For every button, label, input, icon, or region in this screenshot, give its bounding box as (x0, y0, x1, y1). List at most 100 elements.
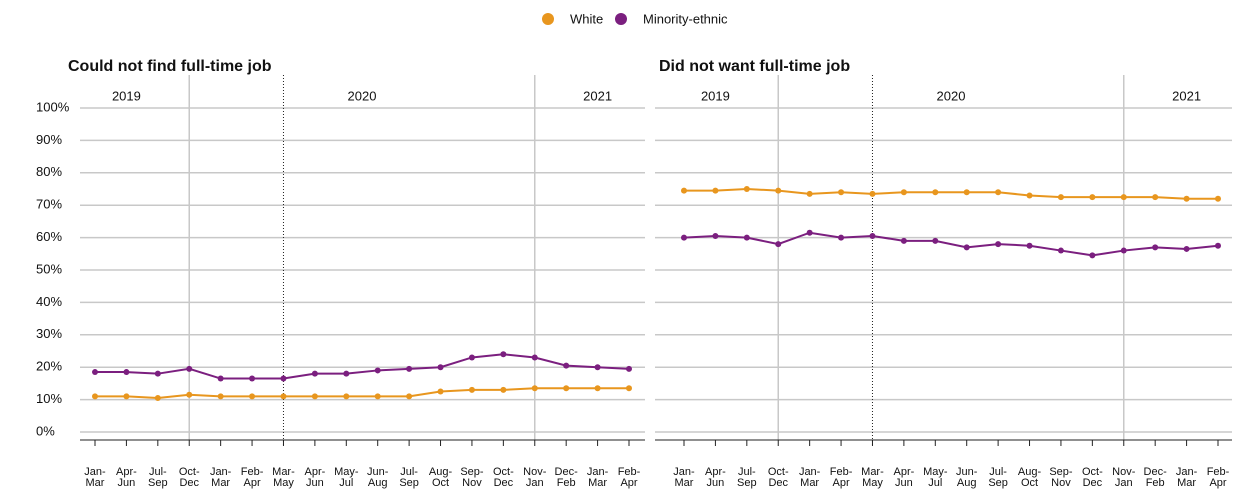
y-tick-label: 30% (36, 326, 62, 341)
data-point (531, 354, 538, 361)
x-tick-label: Nov (462, 477, 482, 489)
data-point (1183, 245, 1190, 252)
x-tick-label: Mar (86, 477, 105, 489)
x-tick-label: Sep- (460, 466, 484, 478)
x-tick-label: Mar (800, 477, 819, 489)
data-point (594, 385, 601, 392)
x-tick-label: Aug (957, 477, 977, 489)
x-tick-label: Dec (494, 477, 514, 489)
year-label: 2021 (583, 88, 612, 103)
data-point (1120, 247, 1127, 254)
x-tick-label: Jul (928, 477, 942, 489)
x-tick-label: May (273, 477, 294, 489)
x-tick-label: Dec (1083, 477, 1103, 489)
x-tick-label: Nov- (1112, 466, 1136, 478)
x-tick-label: Jul- (400, 466, 418, 478)
data-point (437, 364, 444, 371)
x-tick-label: Jan (1115, 477, 1133, 489)
data-point (775, 187, 782, 194)
data-point (1057, 194, 1064, 201)
data-point (154, 394, 161, 401)
y-tick-label: 40% (36, 294, 62, 309)
data-point (626, 385, 632, 392)
x-tick-label: Dec- (555, 466, 579, 478)
data-point (406, 365, 413, 372)
x-tick-label: Sep (148, 477, 168, 489)
legend-label: White (570, 11, 603, 26)
x-tick-label: Jun (707, 477, 725, 489)
x-tick-label: Sep (988, 477, 1008, 489)
x-tick-label: Jun (118, 477, 136, 489)
year-label: 2020 (348, 88, 377, 103)
data-point (1152, 194, 1159, 201)
data-point (311, 393, 318, 400)
x-tick-label: Jul- (989, 466, 1007, 478)
data-point (869, 232, 876, 239)
x-tick-label: Aug (368, 477, 388, 489)
year-label: 2020 (937, 88, 966, 103)
x-tick-label: Feb- (830, 466, 853, 478)
y-tick-label: 80% (36, 164, 62, 179)
data-point (374, 367, 381, 374)
x-tick-label: Nov (1051, 477, 1071, 489)
panel-title: Did not want full-time job (659, 58, 850, 75)
data-point (343, 393, 350, 400)
data-point (1026, 192, 1033, 199)
x-tick-label: Apr (620, 477, 637, 489)
x-tick-label: Aug- (1018, 466, 1042, 478)
y-tick-label: 90% (36, 132, 62, 147)
x-tick-label: Oct- (768, 466, 789, 478)
x-tick-label: Mar (211, 477, 230, 489)
data-point (995, 241, 1002, 248)
data-point (806, 190, 813, 197)
year-label: 2021 (1172, 88, 1201, 103)
x-tick-label: May- (923, 466, 948, 478)
data-point (1215, 195, 1221, 202)
data-point (280, 393, 287, 400)
x-tick-label: Mar- (861, 466, 884, 478)
x-tick-label: Dec (768, 477, 788, 489)
x-tick-label: Oct (1021, 477, 1038, 489)
x-tick-label: Jul- (738, 466, 756, 478)
data-point (563, 362, 570, 369)
x-tick-label: Jul (339, 477, 353, 489)
data-point (217, 375, 224, 382)
x-tick-label: Sep (399, 477, 419, 489)
x-tick-label: Dec (179, 477, 199, 489)
x-tick-label: Jul- (149, 466, 167, 478)
y-tick-label: 10% (36, 391, 62, 406)
data-point (743, 234, 750, 241)
x-tick-label: Jun (895, 477, 913, 489)
series-line (684, 187, 1218, 200)
x-tick-label: Jun- (956, 466, 978, 478)
data-point (468, 386, 475, 393)
legend-marker (615, 13, 627, 25)
data-point (249, 375, 256, 382)
data-point (1152, 244, 1159, 251)
data-point (838, 189, 845, 196)
x-tick-label: Feb- (1207, 466, 1230, 478)
x-tick-label: Apr- (893, 466, 914, 478)
x-tick-label: Jan- (84, 466, 106, 478)
series-line (683, 231, 1219, 257)
x-tick-label: Feb- (241, 466, 264, 478)
data-point (374, 393, 381, 400)
x-tick-label: Nov- (523, 466, 547, 478)
y-tick-label: 20% (36, 359, 62, 374)
data-point (1120, 194, 1127, 201)
data-point (217, 393, 224, 400)
x-tick-label: Apr (832, 477, 849, 489)
x-tick-label: Apr (1209, 477, 1226, 489)
data-point (468, 354, 475, 361)
x-tick-label: Jan (526, 477, 544, 489)
series-line (95, 353, 630, 380)
y-tick-label: 0% (36, 423, 55, 438)
data-point (932, 237, 939, 244)
y-tick-label: 100% (36, 99, 70, 114)
data-point (900, 237, 907, 244)
data-point (531, 385, 538, 392)
data-point (838, 234, 845, 241)
data-point (932, 189, 939, 196)
data-point (343, 370, 350, 377)
